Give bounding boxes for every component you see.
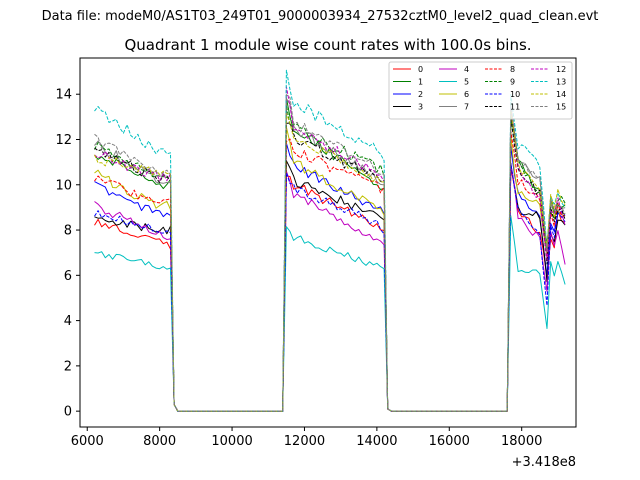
legend-box [388, 61, 573, 120]
series-layer [94, 69, 566, 412]
y-tick-label: 4 [64, 314, 72, 329]
y-tick-label: 6 [64, 269, 72, 284]
legend-label: 8 [510, 65, 515, 74]
series-line-2 [94, 142, 566, 412]
y-tick-label: 0 [64, 405, 72, 420]
x-offset-label: +3.418e8 [512, 455, 576, 470]
legend-label: 5 [464, 78, 469, 87]
series-line-15 [94, 94, 566, 412]
legend-label: 9 [510, 78, 515, 87]
series-line-8 [94, 131, 566, 412]
series-line-11 [94, 117, 566, 412]
y-tick-label: 8 [64, 224, 72, 239]
plot-frame [79, 57, 577, 428]
legend-label: 14 [556, 90, 566, 99]
x-tick-label: 16000 [429, 434, 470, 449]
series-line-7 [94, 98, 566, 412]
series-line-10 [94, 162, 566, 412]
series-line-0 [94, 167, 566, 412]
x-tick-label: 12000 [284, 434, 325, 449]
legend-label: 3 [418, 103, 423, 112]
legend-label: 12 [556, 65, 566, 74]
legend-label: 13 [556, 78, 566, 87]
chart-title: Quadrant 1 module wise count rates with … [124, 36, 531, 54]
y-tick-label: 14 [55, 88, 72, 103]
chart-suptitle: Data file: modeM0/AS1T03_249T01_90000039… [42, 9, 599, 24]
axis-layer: 6000 8000 10000 12000 14000 16000 18000 0 2 4 6 8 10… [55, 88, 542, 449]
x-tick-label: 10000 [211, 434, 252, 449]
legend-label: 4 [464, 65, 469, 74]
y-tick-label: 2 [64, 359, 72, 374]
x-tick-label: 6000 [71, 434, 104, 449]
legend-label: 1 [418, 78, 423, 87]
y-tick-label: 12 [55, 133, 72, 148]
series-line-6 [94, 126, 566, 412]
y-tick-label: 10 [55, 178, 72, 193]
x-tick-label: 18000 [501, 434, 542, 449]
legend-label: 10 [510, 90, 520, 99]
series-line-12 [94, 86, 566, 412]
legend-label: 0 [418, 65, 423, 74]
legend-label: 11 [510, 103, 520, 112]
legend-label: 2 [418, 90, 423, 99]
series-line-13 [94, 69, 566, 412]
x-tick-label: 8000 [143, 434, 176, 449]
legend-label: 15 [556, 103, 566, 112]
legend-label: 7 [464, 103, 469, 112]
x-tick-label: 14000 [356, 434, 397, 449]
legend-label: 6 [464, 90, 469, 99]
series-line-5 [94, 215, 566, 412]
series-line-1 [94, 97, 566, 412]
series-line-14 [94, 110, 566, 412]
